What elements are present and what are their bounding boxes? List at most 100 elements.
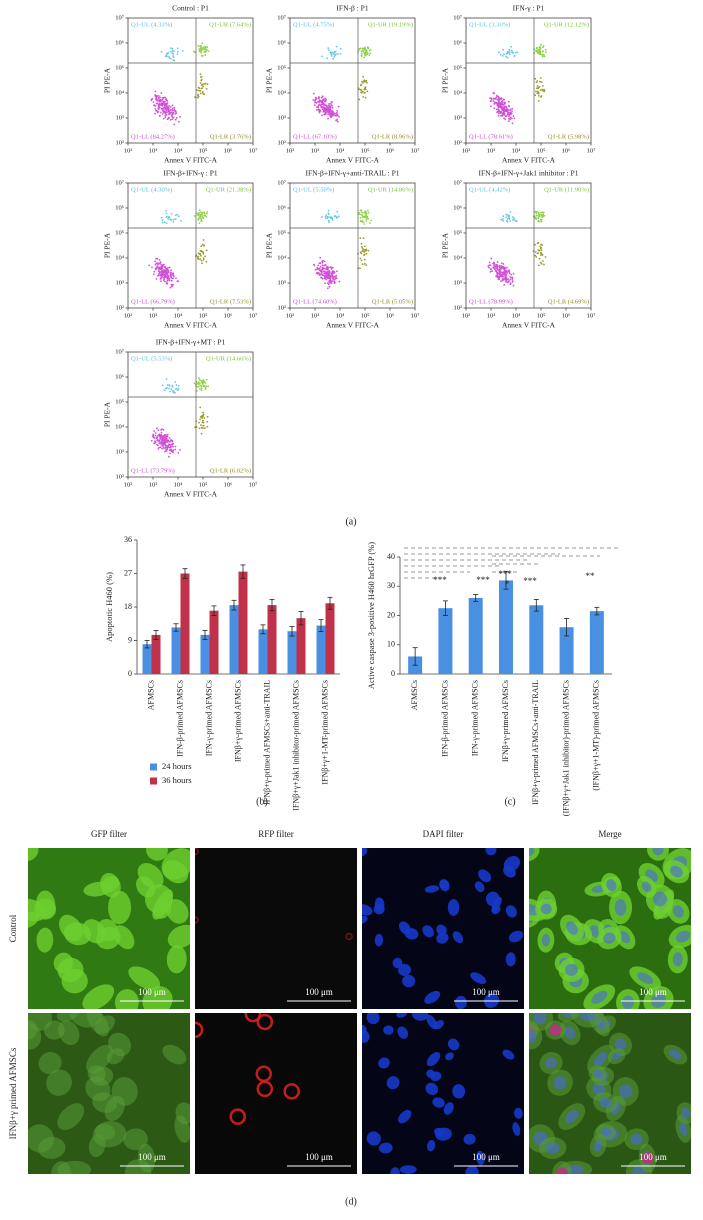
event-dot <box>320 272 323 275</box>
event-dot <box>175 117 178 119</box>
event-dot <box>170 439 173 441</box>
event-dot <box>321 268 324 271</box>
event-dot <box>502 268 505 270</box>
quadrant-label: Q1-UL (5.50%) <box>293 186 334 193</box>
event-dot <box>331 106 334 109</box>
nucleus <box>565 963 579 977</box>
nucleus <box>447 899 460 916</box>
nucleus <box>397 1026 409 1039</box>
event-dot <box>207 385 210 388</box>
nucleus <box>366 1013 380 1025</box>
y-axis-label: PI PE-A <box>265 67 274 93</box>
event-dot <box>156 439 159 441</box>
nucleus <box>632 1165 646 1174</box>
event-dot <box>506 272 508 274</box>
event-dot <box>501 218 504 220</box>
event-dot <box>359 220 362 223</box>
event-dot <box>535 47 538 50</box>
event-dot <box>156 99 159 102</box>
event-dot <box>173 109 176 112</box>
scale-label: 100 μm <box>639 1152 667 1162</box>
event-dot <box>164 96 166 99</box>
event-dot <box>165 53 168 56</box>
nucleus <box>505 952 516 967</box>
quadrant-label: Q1-LL (73.79%) <box>131 467 175 474</box>
cell <box>137 1143 156 1173</box>
red-cell <box>256 1013 274 1031</box>
event-dot <box>162 447 165 449</box>
x-tick-label: 10⁴ <box>336 147 346 154</box>
event-dot <box>499 269 501 272</box>
event-dot <box>534 94 537 97</box>
x-tick-label: 10² <box>124 147 133 154</box>
event-dot <box>321 216 323 218</box>
x-tick-label: AFMSCs <box>410 680 419 710</box>
event-dot <box>336 210 339 213</box>
event-dot <box>161 97 164 99</box>
event-dot <box>542 46 544 49</box>
event-dot <box>362 51 365 53</box>
nucleus <box>512 1122 521 1136</box>
event-dot <box>171 273 173 276</box>
x-tick-label: IFNβ+γ+Jak1 inhibitor-primed AFMSCs <box>291 680 300 811</box>
event-dot <box>369 52 372 55</box>
x-tick-label: 10⁶ <box>224 481 233 488</box>
event-dot <box>370 219 372 222</box>
nucleus <box>426 1052 441 1067</box>
event-dot <box>202 217 205 220</box>
event-dot <box>540 249 543 252</box>
event-dot <box>198 222 201 225</box>
event-dot <box>174 448 177 451</box>
event-dot <box>541 216 544 219</box>
event-dot <box>508 216 510 218</box>
event-dot <box>541 54 544 57</box>
y-tick-label: 10⁷ <box>277 14 286 21</box>
event-dot <box>168 449 171 451</box>
quadrant-label: Q1-UL (4.30%) <box>131 186 172 193</box>
event-dot <box>204 388 207 390</box>
plot-title: IFN-β+IFN-γ+Jak1 inhibitor : P1 <box>479 169 579 178</box>
event-dot <box>507 278 510 281</box>
event-dot <box>154 440 156 443</box>
event-dot <box>321 102 324 105</box>
event-dot <box>197 213 200 216</box>
event-dot <box>319 265 322 268</box>
event-dot <box>199 258 202 261</box>
event-dot <box>363 216 366 219</box>
event-dot <box>198 50 201 53</box>
x-tick-label: 10⁶ <box>386 312 395 319</box>
event-dot <box>498 276 500 279</box>
nucleus <box>426 1014 438 1030</box>
y-tick-label: 10³ <box>278 114 287 121</box>
event-dot <box>166 439 169 442</box>
nucleus <box>508 930 524 943</box>
event-dot <box>164 100 166 103</box>
y-tick-label: 10⁵ <box>277 64 286 71</box>
event-dot <box>166 268 169 271</box>
row-label: Control <box>8 914 18 942</box>
event-dot <box>174 218 177 221</box>
significance-mark: * <box>505 579 510 589</box>
event-dot <box>197 258 200 261</box>
event-dot <box>176 47 179 50</box>
merge-red <box>549 1024 562 1037</box>
event-dot <box>535 81 538 84</box>
event-dot <box>505 280 507 283</box>
event-dot <box>166 99 169 102</box>
event-dot <box>165 387 167 390</box>
event-dot <box>490 257 493 260</box>
y-tick-label: 10³ <box>454 114 463 121</box>
event-dot <box>314 101 316 104</box>
quadrant-label: Q1-UL (4.33%) <box>131 21 172 28</box>
event-dot <box>154 112 156 115</box>
event-dot <box>362 82 364 84</box>
event-dot <box>362 75 364 78</box>
event-dot <box>509 220 511 222</box>
event-dot <box>537 214 540 217</box>
event-dot <box>360 259 363 262</box>
cell <box>28 1013 53 1031</box>
event-dot <box>167 267 169 269</box>
event-dot <box>361 215 364 218</box>
event-dot <box>511 216 514 218</box>
y-tick-label: 10⁴ <box>277 89 287 96</box>
